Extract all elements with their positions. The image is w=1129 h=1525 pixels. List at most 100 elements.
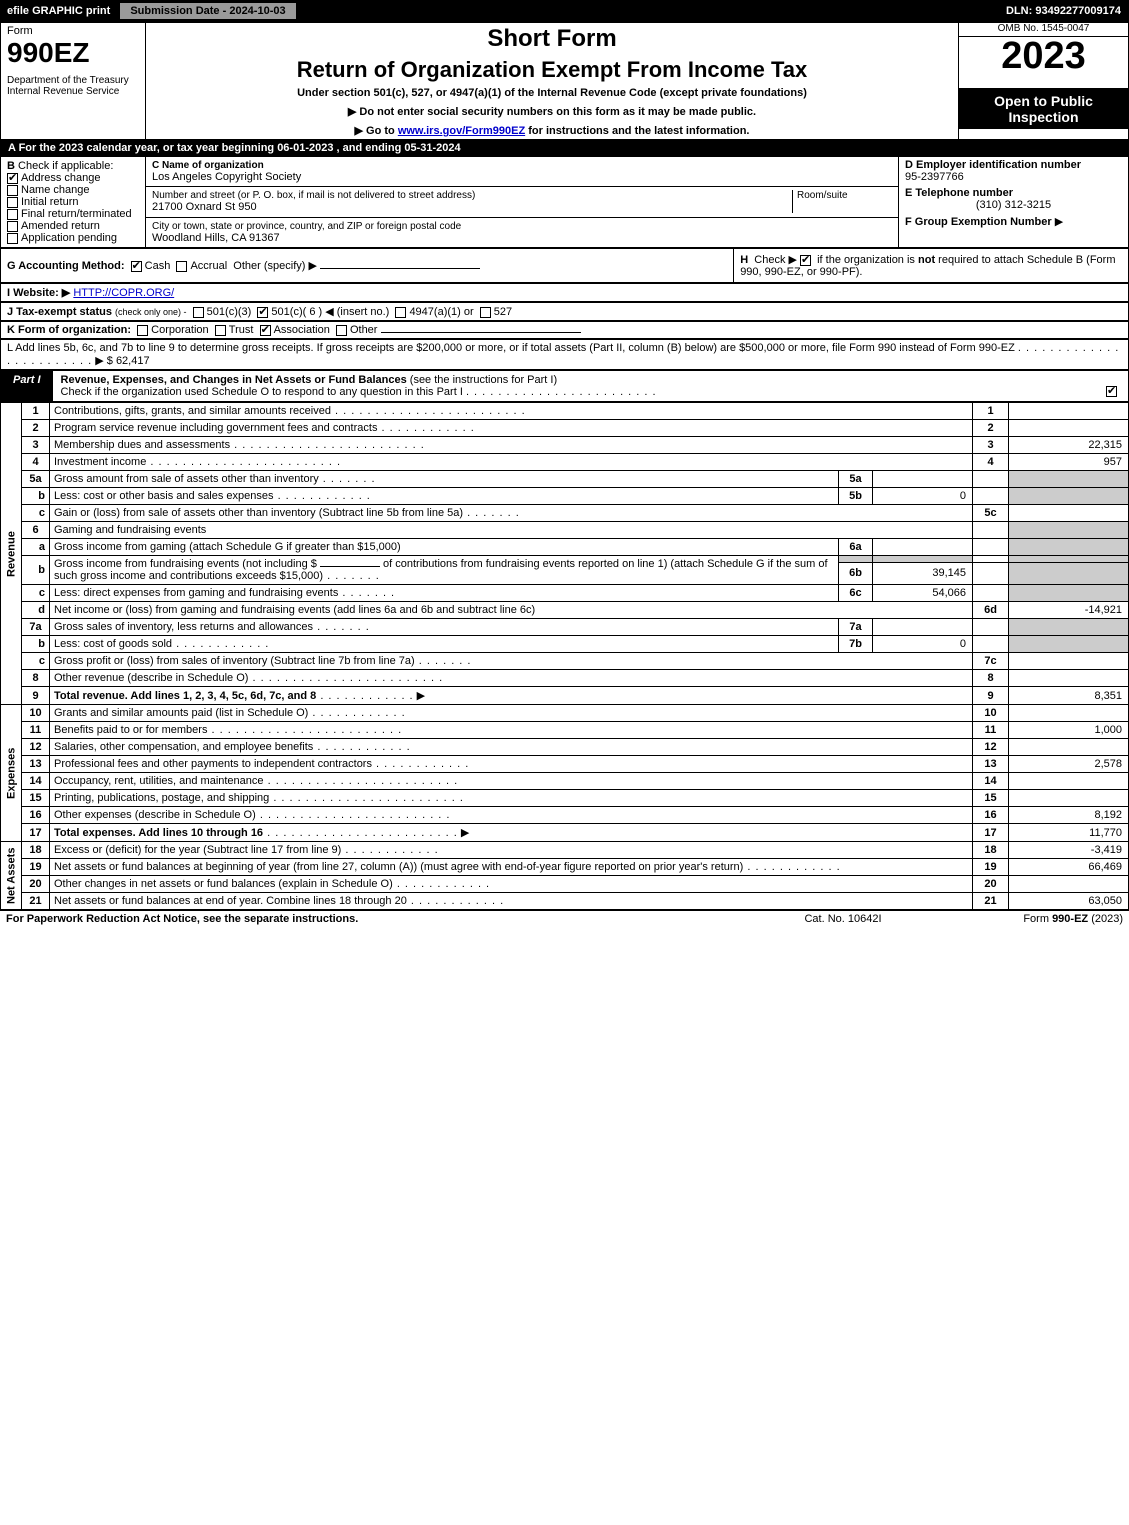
g-h-block: G Accounting Method: Cash Accrual Other … xyxy=(0,248,1129,283)
line-k: K Form of organization: Corporation Trus… xyxy=(0,321,1129,339)
top-bar: efile GRAPHIC print Submission Date - 20… xyxy=(0,0,1129,22)
row-3-amt: 22,315 xyxy=(1009,437,1129,454)
row-6-desc: Gaming and fundraising events xyxy=(50,522,973,539)
graphic-print: GRAPHIC print xyxy=(32,5,110,17)
row-7a-desc: Gross sales of inventory, less returns a… xyxy=(54,621,313,633)
row-19-amt: 66,469 xyxy=(1009,859,1129,876)
checkbox-4947[interactable] xyxy=(395,307,406,318)
efile-word: efile xyxy=(7,5,29,17)
checkbox-amended[interactable] xyxy=(7,221,18,232)
room-label: Room/suite xyxy=(792,190,892,213)
line-a: A For the 2023 calendar year, or tax yea… xyxy=(0,140,1129,156)
city: Woodland Hills, CA 91367 xyxy=(152,232,892,244)
part-i-title: Revenue, Expenses, and Changes in Net As… xyxy=(53,371,1128,401)
j-hint: (check only one) - xyxy=(115,307,187,317)
i-label: I Website: ▶ xyxy=(7,287,70,299)
website-link[interactable]: HTTP://COPR.ORG/ xyxy=(73,287,174,299)
row-21-amt: 63,050 xyxy=(1009,893,1129,910)
row-5b-desc: Less: cost or other basis and sales expe… xyxy=(54,490,274,502)
efile-label: efile GRAPHIC print xyxy=(0,2,117,20)
d-label: D Employer identification number xyxy=(905,159,1081,171)
line-a-text: A For the 2023 calendar year, or tax yea… xyxy=(8,142,461,154)
b-check-if: Check if applicable: xyxy=(18,160,113,172)
checkbox-cash[interactable] xyxy=(131,261,142,272)
b-opt-pending[interactable]: Application pending xyxy=(7,232,139,244)
checkbox-trust[interactable] xyxy=(215,325,226,336)
h-label: H xyxy=(740,254,748,266)
g-cash: Cash xyxy=(145,260,171,272)
row-21-desc: Net assets or fund balances at end of ye… xyxy=(54,895,407,907)
checkbox-name-change[interactable] xyxy=(7,185,18,196)
row-6d-amt: -14,921 xyxy=(1009,602,1129,619)
checkbox-part-i[interactable] xyxy=(1106,386,1117,397)
row-13-desc: Professional fees and other payments to … xyxy=(54,758,372,770)
b-opt-final[interactable]: Final return/terminated xyxy=(7,208,139,220)
checkbox-initial[interactable] xyxy=(7,197,18,208)
dln: DLN: 93492277009174 xyxy=(998,3,1129,19)
checkbox-527[interactable] xyxy=(480,307,491,318)
checkbox-address-change[interactable] xyxy=(7,173,18,184)
row-9-amt: 8,351 xyxy=(1009,687,1129,705)
row-13-amt: 2,578 xyxy=(1009,756,1129,773)
e-label: E Telephone number xyxy=(905,187,1013,199)
form-number: 990EZ xyxy=(7,37,139,69)
checkbox-final[interactable] xyxy=(7,209,18,220)
row-18-amt: -3,419 xyxy=(1009,842,1129,859)
revenue-label: Revenue xyxy=(1,403,22,705)
ein: 95-2397766 xyxy=(905,171,1122,183)
row-4-amt: 957 xyxy=(1009,454,1129,471)
form-word: Form xyxy=(7,25,139,37)
row-6b-amt: 39,145 xyxy=(873,562,973,584)
checkbox-501c3[interactable] xyxy=(193,307,204,318)
row-6c-desc: Less: direct expenses from gaming and fu… xyxy=(54,587,338,599)
irs-link[interactable]: www.irs.gov/Form990EZ xyxy=(398,125,525,137)
checkbox-pending[interactable] xyxy=(7,233,18,244)
org-info-block: B Check if applicable: Address change Na… xyxy=(0,156,1129,248)
h-not: not xyxy=(918,254,935,266)
row-6c-amt: 54,066 xyxy=(873,585,973,602)
phone: (310) 312-3215 xyxy=(905,199,1122,211)
part-i-checkline: Check if the organization used Schedule … xyxy=(61,386,463,398)
row-16-desc: Other expenses (describe in Schedule O) xyxy=(54,809,256,821)
c-name-label: C Name of organization xyxy=(152,160,264,171)
row-7b-amt: 0 xyxy=(873,636,973,653)
netassets-label: Net Assets xyxy=(1,842,22,910)
tax-year: 2023 xyxy=(959,37,1128,75)
row-1-num: 1 xyxy=(22,403,50,420)
org-name: Los Angeles Copyright Society xyxy=(152,171,892,183)
checkbox-501c[interactable] xyxy=(257,307,268,318)
row-18-desc: Excess or (deficit) for the year (Subtra… xyxy=(54,844,341,856)
dept-treasury: Department of the Treasury Internal Reve… xyxy=(7,75,139,97)
goto-pre: ▶ Go to xyxy=(355,125,398,137)
b-opt-initial[interactable]: Initial return xyxy=(7,196,139,208)
row-20-desc: Other changes in net assets or fund bala… xyxy=(54,878,393,890)
b-opt-address[interactable]: Address change xyxy=(7,172,139,184)
h-t2: if the organization is xyxy=(817,254,915,266)
row-8-desc: Other revenue (describe in Schedule O) xyxy=(54,672,248,684)
checkbox-corp[interactable] xyxy=(137,325,148,336)
row-6a-desc: Gross income from gaming (attach Schedul… xyxy=(54,541,401,553)
row-12-desc: Salaries, other compensation, and employ… xyxy=(54,741,313,753)
row-6d-desc: Net income or (loss) from gaming and fun… xyxy=(54,604,535,616)
checkbox-assoc[interactable] xyxy=(260,325,271,336)
row-5c-desc: Gain or (loss) from sale of assets other… xyxy=(54,507,463,519)
line-j: J Tax-exempt status (check only one) - 5… xyxy=(0,302,1129,321)
j-label: J Tax-exempt status xyxy=(7,306,112,318)
row-17-amt: 11,770 xyxy=(1009,824,1129,842)
warning-ssn: ▶ Do not enter social security numbers o… xyxy=(152,105,952,118)
b-label: B Check if applicable: xyxy=(7,160,139,172)
title-return: Return of Organization Exempt From Incom… xyxy=(152,57,952,83)
g-label: G Accounting Method: xyxy=(7,260,125,272)
b-opt-name[interactable]: Name change xyxy=(7,184,139,196)
row-11-amt: 1,000 xyxy=(1009,722,1129,739)
checkbox-other-org[interactable] xyxy=(336,325,347,336)
title-short-form: Short Form xyxy=(152,25,952,53)
header-table: Form 990EZ Department of the Treasury In… xyxy=(0,22,1129,140)
row-1-amt xyxy=(1009,403,1129,420)
checkbox-h[interactable] xyxy=(800,255,811,266)
checkbox-accrual[interactable] xyxy=(176,261,187,272)
street: 21700 Oxnard St 950 xyxy=(152,201,792,213)
b-opt-amended[interactable]: Amended return xyxy=(7,220,139,232)
paperwork-notice: For Paperwork Reduction Act Notice, see … xyxy=(6,913,763,925)
row-7c-desc: Gross profit or (loss) from sales of inv… xyxy=(54,655,415,667)
